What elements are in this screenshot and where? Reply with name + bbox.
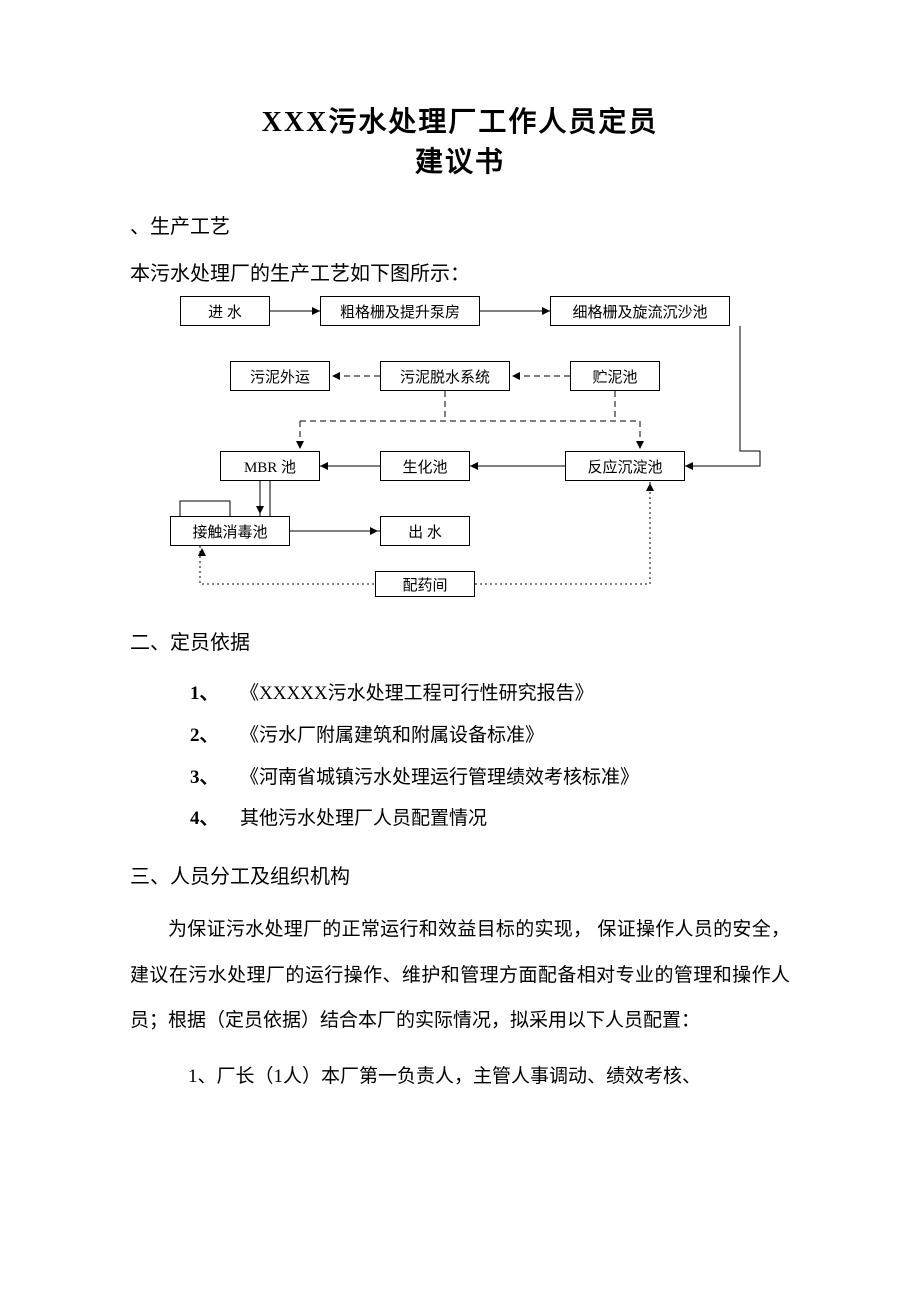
list-item: 3、《河南省城镇污水处理运行管理绩效考核标准》 — [190, 757, 790, 799]
section-3-heading: 三、人员分工及组织机构 — [130, 860, 790, 889]
section-1-intro: 本污水处理厂的生产工艺如下图所示： — [130, 257, 790, 286]
flow-node: 污泥外运 — [230, 361, 330, 391]
flow-node: 贮泥池 — [570, 361, 660, 391]
flow-node: 粗格栅及提升泵房 — [320, 296, 480, 326]
flow-node: 进 水 — [180, 296, 270, 326]
title-line-2: 建议书 — [130, 140, 790, 180]
list-item: 2、《污水厂附属建筑和附属设备标准》 — [190, 715, 790, 757]
document-title: XXX污水处理厂工作人员定员 建议书 — [130, 100, 790, 180]
flow-node: 反应沉淀池 — [565, 451, 685, 481]
flow-node: 生化池 — [380, 451, 470, 481]
title-line-1: XXX污水处理厂工作人员定员 — [130, 100, 790, 140]
section-3-item-1: 1、厂长（1人）本厂第一负责人，主管人事调动、绩效考核、 — [150, 1054, 790, 1100]
basis-list: 1、《XXXXX污水处理工程可行性研究报告》 2、《污水厂附属建筑和附属设备标准… — [190, 673, 790, 840]
section-1-heading: 、生产工艺 — [130, 210, 790, 239]
flow-node: 配药间 — [375, 571, 475, 597]
flow-node: 细格栅及旋流沉沙池 — [550, 296, 730, 326]
flow-node: 接触消毒池 — [170, 516, 290, 546]
flow-node: MBR 池 — [220, 451, 320, 481]
flow-node: 出 水 — [380, 516, 470, 546]
section-2-heading: 二、定员依据 — [130, 626, 790, 655]
list-item: 4、其他污水处理厂人员配置情况 — [190, 798, 790, 840]
list-item: 1、《XXXXX污水处理工程可行性研究报告》 — [190, 673, 790, 715]
process-flowchart: 进 水 粗格栅及提升泵房 细格栅及旋流沉沙池污泥外运 污泥脱水系统 贮泥池 MBR 池 生化… — [150, 296, 810, 606]
section-3-paragraph: 为保证污水处理厂的正常运行和效益目标的实现， 保证操作人员的安全，建议在污水处理… — [130, 907, 790, 1044]
flow-node: 污泥脱水系统 — [380, 361, 510, 391]
